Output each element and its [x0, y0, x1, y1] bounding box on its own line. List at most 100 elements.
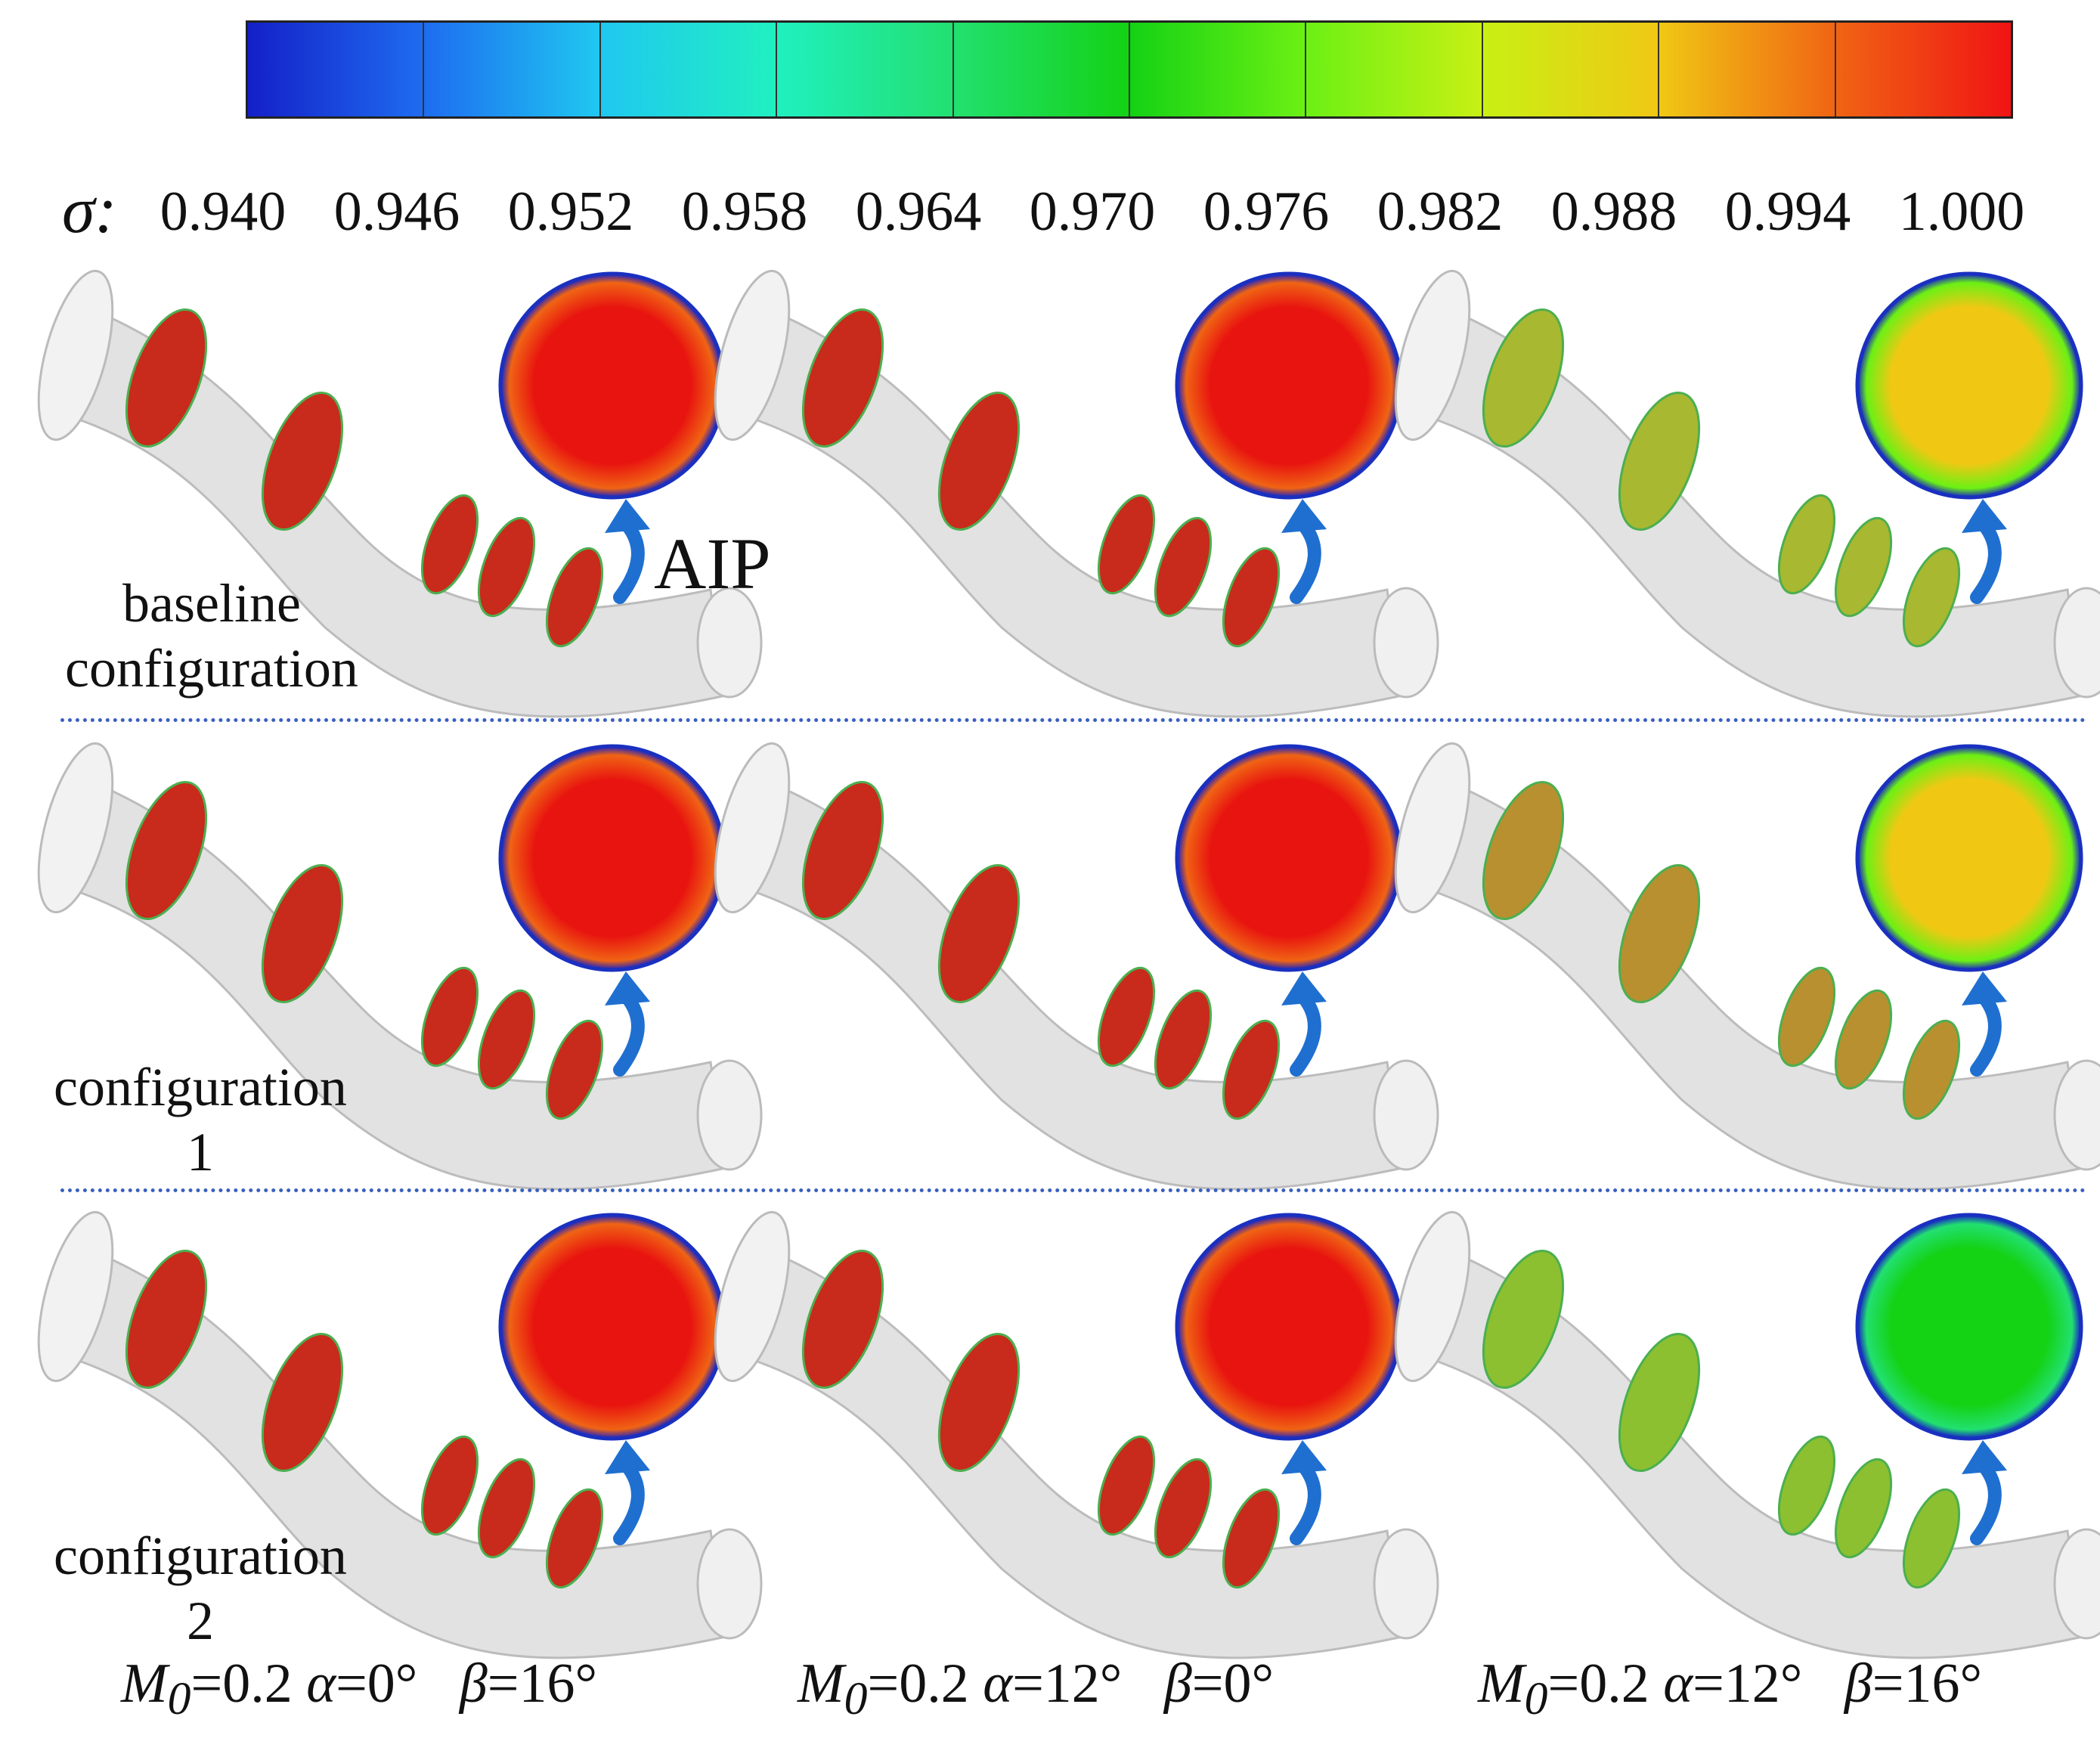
- duct-cross-section: [937, 1332, 1021, 1473]
- row-label-line: configuration: [54, 1526, 347, 1586]
- duct-cross-section: [1222, 1019, 1281, 1120]
- aip-arrow: [1970, 1460, 2002, 1545]
- row-separator: [60, 718, 2086, 722]
- inlet-lip: [37, 269, 114, 442]
- colorbar-tick: 0.952: [507, 181, 634, 243]
- row-label-configuration-1: configuration 1: [0, 1055, 401, 1185]
- aip-contour-inset: [1175, 744, 1403, 972]
- colorbar-ticks: 0.940 0.946 0.952 0.958 0.964 0.970 0.97…: [160, 180, 2075, 248]
- aip-arrow: [1290, 519, 1321, 604]
- duct-cross-section: [801, 308, 884, 448]
- alpha-value: =12°: [1693, 1653, 1803, 1715]
- duct-cross-section: [1834, 1458, 1893, 1559]
- duct-cross-section: [261, 863, 344, 1004]
- colorbar-segment: [1835, 23, 2012, 116]
- duct-cross-section: [1777, 1435, 1836, 1536]
- inlet-lip: [714, 1210, 791, 1383]
- colorbar-tick: 0.976: [1203, 181, 1330, 243]
- beta-symbol: β: [459, 1653, 488, 1715]
- outlet-face: [1373, 1059, 1439, 1171]
- inlet-lip: [1394, 742, 1471, 914]
- duct-cross-section: [1154, 516, 1213, 618]
- aip-arrow: [613, 991, 645, 1077]
- colorbar-tick: 0.970: [1029, 181, 1156, 243]
- colorbar-segment: [1130, 23, 1307, 116]
- inlet-lip: [37, 742, 114, 914]
- inlet-lip: [1394, 269, 1471, 442]
- colorbar-tick: 0.964: [855, 181, 982, 243]
- colorbar-tick: 0.946: [333, 181, 460, 243]
- colorbar-tick: 0.988: [1550, 181, 1677, 243]
- row-label-configuration-2: configuration 2: [0, 1523, 401, 1653]
- colorbar-segments: [248, 23, 2012, 116]
- duct-cross-section: [1097, 1435, 1156, 1536]
- colorbar-tick: 0.958: [681, 181, 808, 243]
- row-label-line: configuration: [65, 638, 358, 699]
- colorbar-segment: [1482, 23, 1660, 116]
- colorbar-segment: [1306, 23, 1483, 116]
- aip-contour-inset: [1855, 744, 2083, 972]
- duct-cross-section: [545, 1488, 604, 1589]
- duct-cross-section: [1834, 516, 1893, 618]
- aip-arrow-head: [1962, 1440, 2007, 1474]
- duct-cross-section: [1097, 966, 1156, 1067]
- duct-cross-section: [1222, 1488, 1281, 1589]
- aip-arrow-head: [605, 499, 650, 533]
- duct-cross-section: [125, 1249, 208, 1390]
- duct-cross-section: [1482, 780, 1565, 921]
- outlet-face: [2053, 587, 2100, 699]
- aip-arrow-head: [605, 971, 650, 1005]
- beta-value: =16°: [487, 1653, 598, 1715]
- mach-subscript: 0: [167, 1672, 191, 1724]
- aip-contour-inset: [1175, 271, 1403, 500]
- duct-cross-section: [1902, 1488, 1961, 1589]
- aip-arrow: [1970, 991, 2002, 1077]
- aip-arrow: [1290, 991, 1321, 1077]
- duct-cross-section: [1777, 494, 1836, 595]
- colorbar-segment: [777, 23, 954, 116]
- outlet-face: [2053, 1059, 2100, 1171]
- aip-arrow-head: [1281, 971, 1327, 1005]
- duct-cross-section: [545, 1019, 604, 1120]
- aip-arrow-head: [1281, 499, 1327, 533]
- outlet-face: [1373, 587, 1439, 699]
- mach-value: =0.2: [1547, 1653, 1664, 1715]
- colorbar-segment: [600, 23, 778, 116]
- duct-cross-section: [545, 547, 604, 648]
- colorbar-tick: 0.982: [1377, 181, 1504, 243]
- duct-cross-section: [937, 391, 1021, 531]
- inlet-lip: [37, 1210, 114, 1383]
- duct-cross-section: [1482, 1249, 1565, 1390]
- mach-value: =0.2: [867, 1653, 983, 1715]
- duct-cross-section: [420, 966, 479, 1067]
- alpha-value: =0°: [336, 1653, 418, 1715]
- colorbar-segment: [1659, 23, 1836, 116]
- duct-cross-section: [1097, 494, 1156, 595]
- duct-cross-section: [801, 1249, 884, 1390]
- colorbar-symbol: σ:: [62, 174, 117, 247]
- inlet-lip: [714, 269, 791, 442]
- outlet-face: [696, 1059, 763, 1171]
- mach-symbol: M: [798, 1653, 844, 1715]
- colorbar-segment: [953, 23, 1131, 116]
- duct-cross-section: [1902, 1019, 1961, 1120]
- duct-cross-section: [1618, 391, 1701, 531]
- beta-value: =16°: [1872, 1653, 1983, 1715]
- aip-arrow-head: [1962, 971, 2007, 1005]
- duct-cross-section: [1222, 547, 1281, 648]
- aip-label: AIP: [654, 523, 771, 604]
- mach-value: =0.2: [190, 1653, 307, 1715]
- colorbar-segment: [248, 23, 425, 116]
- aip-arrow-head: [1281, 1440, 1327, 1474]
- case-label-2: M0=0.2 α=12° β=0°: [798, 1652, 1274, 1726]
- alpha-symbol: α: [983, 1653, 1013, 1715]
- alpha-symbol: α: [1663, 1653, 1693, 1715]
- aip-arrow: [613, 519, 645, 604]
- duct-cross-section: [1834, 989, 1893, 1090]
- duct-cross-section: [1482, 308, 1565, 448]
- aip-contour-inset: [498, 1213, 726, 1441]
- duct-cross-section: [1618, 1332, 1701, 1473]
- alpha-value: =12°: [1012, 1653, 1123, 1715]
- duct-cross-section: [420, 494, 479, 595]
- row-separator: [60, 1188, 2086, 1192]
